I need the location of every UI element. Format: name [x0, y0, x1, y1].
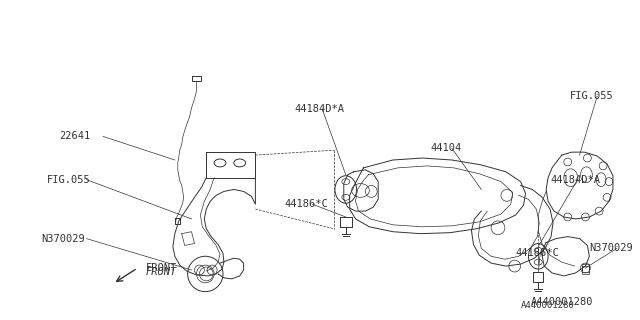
Text: N370029: N370029: [589, 244, 633, 253]
Text: 44186*C: 44186*C: [516, 248, 559, 258]
Text: 44184D*A: 44184D*A: [550, 175, 600, 185]
Text: FIG.055: FIG.055: [47, 175, 91, 185]
Text: FRONT: FRONT: [145, 263, 177, 273]
Text: 44184D*A: 44184D*A: [294, 104, 345, 114]
Text: FRONT: FRONT: [145, 267, 177, 277]
Text: FIG.055: FIG.055: [570, 91, 614, 101]
Text: A440001280: A440001280: [531, 297, 593, 308]
Text: A440001280: A440001280: [520, 301, 574, 310]
Text: N370029: N370029: [41, 234, 85, 244]
Text: 22641: 22641: [59, 132, 90, 141]
Text: 44186*C: 44186*C: [285, 199, 328, 209]
Text: 44104: 44104: [430, 143, 461, 153]
